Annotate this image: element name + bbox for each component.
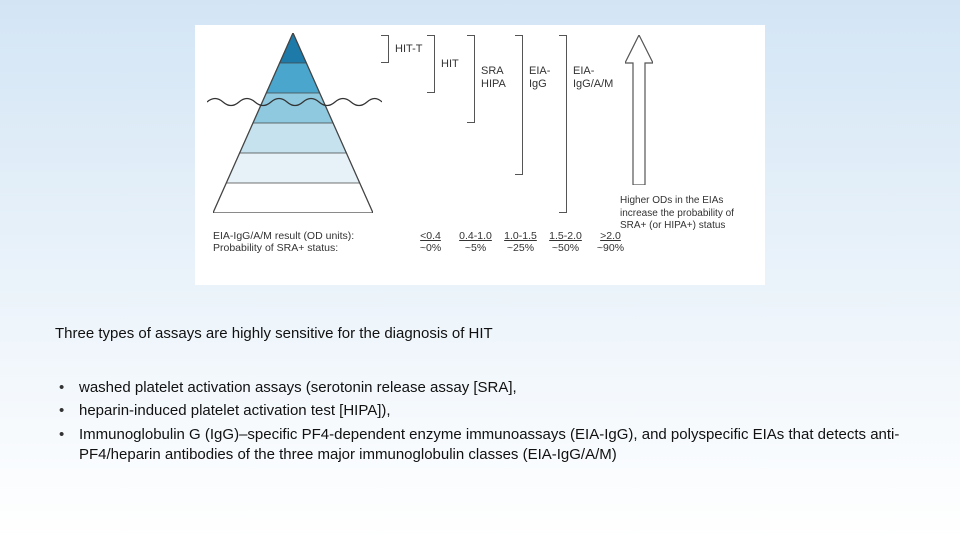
label-hit: HIT [441,58,459,71]
bracket-hit [427,35,435,93]
up-arrow-icon [625,35,653,185]
table-cell: ~0% [408,242,453,254]
od-table: EIA-IgG/A/M result (OD units): <0.4 0.4-… [213,230,633,254]
slide-heading: Three types of assays are highly sensiti… [55,325,493,342]
list-item: Immunoglobulin G (IgG)–specific PF4-depe… [55,425,960,466]
diagram-container: HIT-T HIT SRA HIPA EIA- IgG EIA- IgG/A/M… [195,25,765,285]
table-cell: ~5% [453,242,498,254]
table-cell: 1.5-2.0 [543,230,588,242]
table-cell: ~90% [588,242,633,254]
label-eia-igg: EIA- IgG [529,65,550,90]
table-row2-label: Probability of SRA+ status: [213,242,408,254]
bracket-eia-igg [515,35,523,175]
bracket-sra [467,35,475,123]
label-hitt: HIT-T [395,43,423,56]
table-cell: 1.0-1.5 [498,230,543,242]
table-cell: <0.4 [408,230,453,242]
water-line [207,95,382,109]
bracket-eia-all [559,35,567,213]
list-item: washed platelet activation assays (serot… [55,378,960,398]
list-item: heparin-induced platelet activation test… [55,401,960,421]
bracket-hitt [381,35,389,63]
bullet-list: washed platelet activation assays (serot… [55,378,960,468]
arrow-caption: Higher ODs in the EIAs increase the prob… [620,195,760,233]
table-cell: 0.4-1.0 [453,230,498,242]
table-cell: ~25% [498,242,543,254]
table-cell: ~50% [543,242,588,254]
label-sra: SRA HIPA [481,65,506,90]
table-cell: >2.0 [588,230,633,242]
table-row1-label: EIA-IgG/A/M result (OD units): [213,230,408,242]
label-eia-all: EIA- IgG/A/M [573,65,613,90]
iceberg-pyramid [213,33,373,213]
